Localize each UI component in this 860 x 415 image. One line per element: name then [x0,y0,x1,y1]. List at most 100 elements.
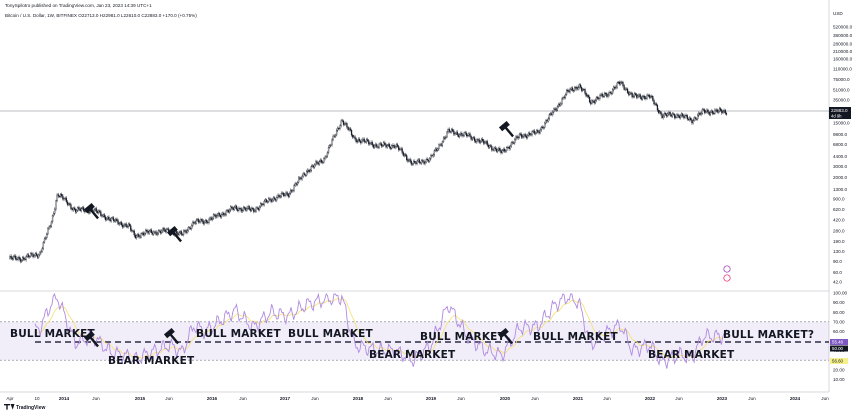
price-candle [448,129,450,132]
price-candle [661,113,663,118]
time-tick-label: Jun [603,396,611,401]
price-candle [660,111,662,115]
price-candle [352,134,354,138]
price-candle [162,228,164,231]
gavel-icon [163,327,179,345]
price-candle [354,136,356,139]
price-candle [414,161,416,163]
price-candle [667,113,669,117]
price-candle [707,109,709,113]
price-candle [430,155,432,159]
time-tick-label: 2024 [790,396,801,401]
price-tick-label: 130.0 [833,249,845,254]
price-candle [298,177,300,183]
price-candle [248,206,250,210]
price-candle [362,138,364,141]
price-candle [652,96,654,101]
price-candle [181,234,184,236]
price-candle [192,221,194,226]
price-candle [284,194,286,196]
price-candle [195,219,197,224]
price-candle [141,232,143,234]
price-candle [580,87,583,91]
price-candle [237,209,239,211]
price-candle [552,111,554,115]
price-candle [321,159,323,163]
symbol-line: Bitcoin / U.S. Dollar, 1W, BITFINEX O227… [5,13,197,18]
price-candle [413,161,415,164]
price-candle [312,165,315,168]
price-candle [537,130,539,132]
price-candle [135,235,138,239]
price-candle [273,197,276,200]
price-candle [432,154,434,157]
price-candle [286,192,288,195]
price-candle [698,112,700,116]
price-candle [431,155,433,157]
price-candle [380,143,383,147]
price-candle [383,142,385,146]
price-candle [62,195,64,200]
event-icons [723,265,731,282]
price-candle [406,155,408,161]
price-candle [258,206,261,210]
price-candle [567,90,569,91]
price-candle [419,162,422,164]
price-tick-label: 280000.0 [833,41,853,46]
price-candle [617,81,619,84]
price-tick-label: 380000.0 [833,33,853,38]
price-candle [291,190,293,192]
price-candle [616,82,618,88]
price-candle [122,224,124,228]
price-candle [373,145,376,148]
price-candle [99,210,101,212]
price-candle [610,92,613,94]
price-candle [549,113,552,115]
price-candle [450,129,453,132]
price-candle [638,94,640,97]
price-candle [402,152,404,156]
price-candle [409,159,411,162]
price-candle [649,96,652,98]
price-candle [685,115,687,116]
rsi-tick-label: 20.00 [833,367,845,372]
price-candle [55,200,57,210]
price-candle [614,86,616,89]
price-candle [101,215,103,217]
price-candle [508,147,510,149]
price-candle [521,134,523,138]
price-candle [49,226,51,228]
price-tick-label: 75000.0 [833,77,850,82]
price-candle [301,176,303,180]
price-candle [59,194,62,197]
price-candle [515,136,517,140]
price-candle [725,113,728,115]
price-candle [230,206,232,211]
price-candle [243,207,246,209]
price-candle [469,133,471,137]
price-candle [48,226,50,229]
price-tick-label: 2000.0 [833,175,847,180]
price-candle [245,208,247,211]
time-tick-label: 2015 [135,396,146,401]
price-candle [249,208,251,211]
price-candle [488,145,491,148]
price-candle [468,133,470,136]
price-candle [482,138,484,141]
rsi-yellow-badge: 56.60 [832,359,844,364]
price-candle [289,190,292,194]
price-candle [647,94,649,96]
price-candle [500,150,502,154]
price-candle [194,222,196,224]
rsi-tick-label: 80.00 [833,310,845,315]
price-candle [486,141,488,146]
price-candle [154,231,156,233]
price-candle [51,215,54,223]
price-candle [364,141,366,143]
price-candle [254,210,256,212]
price-tick-label: 42.0 [833,280,842,285]
price-candle [632,96,634,98]
price-candle [563,97,565,98]
price-candle [677,114,679,117]
price-candle [376,144,378,148]
